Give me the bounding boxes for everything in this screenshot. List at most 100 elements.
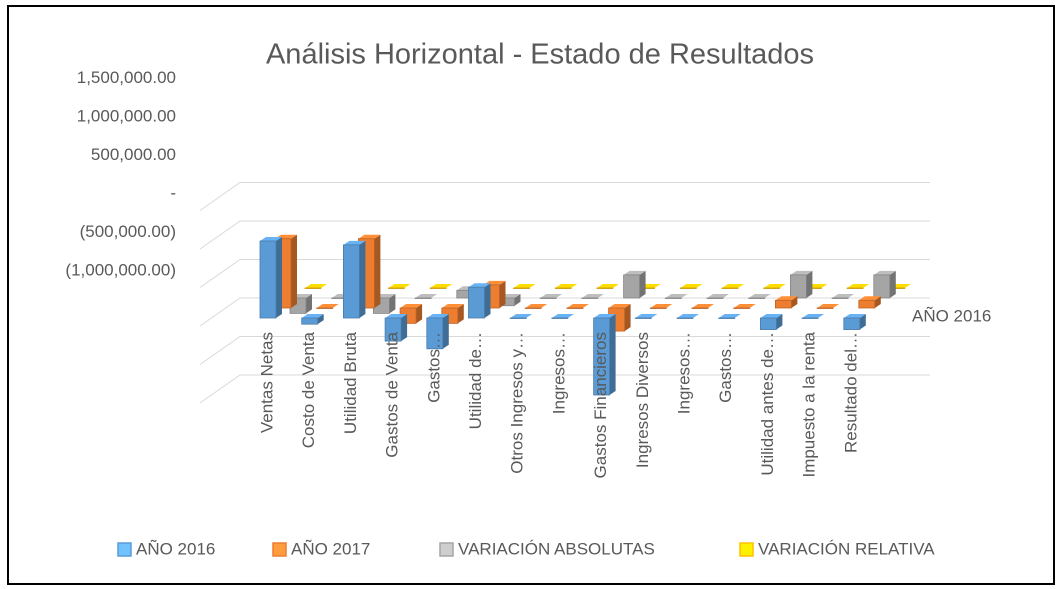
bar-front bbox=[551, 317, 569, 319]
bar bbox=[429, 284, 453, 289]
legend-label: AÑO 2017 bbox=[291, 539, 370, 558]
bar-top bbox=[343, 240, 366, 245]
bar-front bbox=[426, 317, 444, 350]
x-tick-label: Otros Ingresos y… bbox=[508, 332, 527, 474]
bar bbox=[679, 284, 703, 289]
bar-front bbox=[679, 287, 697, 289]
bar-front bbox=[387, 287, 405, 289]
grid-line bbox=[199, 374, 930, 404]
bar-top bbox=[566, 304, 589, 308]
bar-front bbox=[429, 287, 447, 289]
bar bbox=[706, 294, 729, 299]
bar-top bbox=[722, 284, 744, 288]
depth-axis-label: AÑO 2016 bbox=[912, 306, 991, 325]
y-tick-label: 1,500,000.00 bbox=[77, 68, 176, 87]
grid-line bbox=[199, 259, 930, 288]
legend-swatch bbox=[117, 542, 132, 557]
bar-front bbox=[775, 299, 792, 309]
x-tick-label: Ingresos Diversos bbox=[633, 332, 652, 468]
bar-top bbox=[415, 294, 438, 298]
bar bbox=[858, 296, 881, 309]
bar-front bbox=[846, 287, 864, 289]
x-tick-label: Ingresos… bbox=[549, 332, 568, 414]
bar-side bbox=[874, 296, 881, 308]
grid-line bbox=[199, 336, 930, 365]
bar-side bbox=[639, 270, 646, 298]
bar-side bbox=[359, 240, 366, 318]
bar-side bbox=[889, 270, 896, 298]
bar bbox=[524, 304, 548, 309]
bar-top bbox=[581, 294, 604, 298]
bar bbox=[608, 304, 631, 332]
bar bbox=[342, 240, 366, 319]
bar-front bbox=[733, 307, 751, 309]
x-tick-label: Impuesto a la renta bbox=[800, 331, 819, 477]
bar-front bbox=[593, 317, 610, 396]
bar bbox=[790, 270, 813, 299]
bar-side bbox=[416, 304, 423, 324]
bar-top bbox=[525, 304, 548, 308]
bar-front bbox=[763, 287, 781, 289]
bar bbox=[748, 294, 771, 299]
bar-top bbox=[665, 294, 688, 298]
bar bbox=[581, 294, 604, 299]
bar bbox=[873, 270, 896, 299]
bar bbox=[539, 294, 563, 299]
bar-top bbox=[400, 304, 423, 308]
bar-front bbox=[384, 317, 402, 342]
x-tick-label: Ingresos… bbox=[674, 332, 693, 414]
bar-side bbox=[514, 294, 521, 306]
bar-front bbox=[760, 317, 777, 330]
bar bbox=[316, 304, 339, 309]
bar bbox=[763, 284, 786, 289]
bar bbox=[513, 284, 536, 289]
legend-swatch bbox=[439, 542, 454, 557]
bar-front bbox=[691, 307, 709, 309]
bar-side bbox=[276, 237, 282, 318]
x-tick-label: Gastos de Venta bbox=[383, 331, 402, 457]
bar-side bbox=[776, 314, 783, 330]
x-tick-label: Gastos… bbox=[716, 332, 735, 403]
bar-top bbox=[301, 314, 324, 318]
legend-label: AÑO 2016 bbox=[136, 539, 215, 558]
bar-top bbox=[760, 314, 783, 318]
legend-label: VARIACIÓN ABSOLUTAS bbox=[458, 539, 655, 558]
bar-side bbox=[806, 270, 813, 298]
bar-top bbox=[305, 284, 327, 288]
bar-front bbox=[664, 297, 682, 299]
bar-top bbox=[593, 314, 616, 318]
bar-top bbox=[847, 284, 870, 288]
x-tick-label: Utilidad antes de… bbox=[758, 332, 777, 476]
bar-top bbox=[802, 314, 825, 318]
bar bbox=[664, 294, 688, 299]
bar-top bbox=[385, 314, 408, 318]
bar-top bbox=[316, 304, 339, 308]
bar bbox=[775, 296, 798, 309]
x-tick-label: Ventas Netas bbox=[257, 332, 276, 433]
bar-front bbox=[524, 307, 542, 309]
bar-top bbox=[677, 314, 699, 318]
bar-front bbox=[649, 307, 667, 309]
bar bbox=[623, 270, 646, 299]
y-tick-label: - bbox=[170, 183, 176, 202]
bar bbox=[801, 314, 825, 319]
x-tick-label: Gastos Financieros bbox=[591, 332, 610, 478]
bar-top bbox=[608, 304, 631, 308]
bar-top bbox=[540, 294, 563, 298]
x-tick-label: Gastos… bbox=[424, 332, 443, 403]
bar-front bbox=[566, 307, 584, 309]
y-tick-label: 1,000,000.00 bbox=[77, 106, 176, 125]
bar-front bbox=[539, 297, 557, 299]
bar-top bbox=[510, 314, 533, 318]
bar bbox=[843, 314, 866, 330]
bar bbox=[691, 304, 714, 309]
bar-side bbox=[457, 304, 464, 324]
bar-top bbox=[692, 304, 714, 308]
bar bbox=[554, 284, 578, 289]
bar bbox=[831, 294, 855, 299]
bar-front bbox=[843, 317, 861, 330]
bar bbox=[426, 314, 449, 350]
bar-front bbox=[301, 317, 319, 325]
bar-side bbox=[499, 280, 506, 308]
